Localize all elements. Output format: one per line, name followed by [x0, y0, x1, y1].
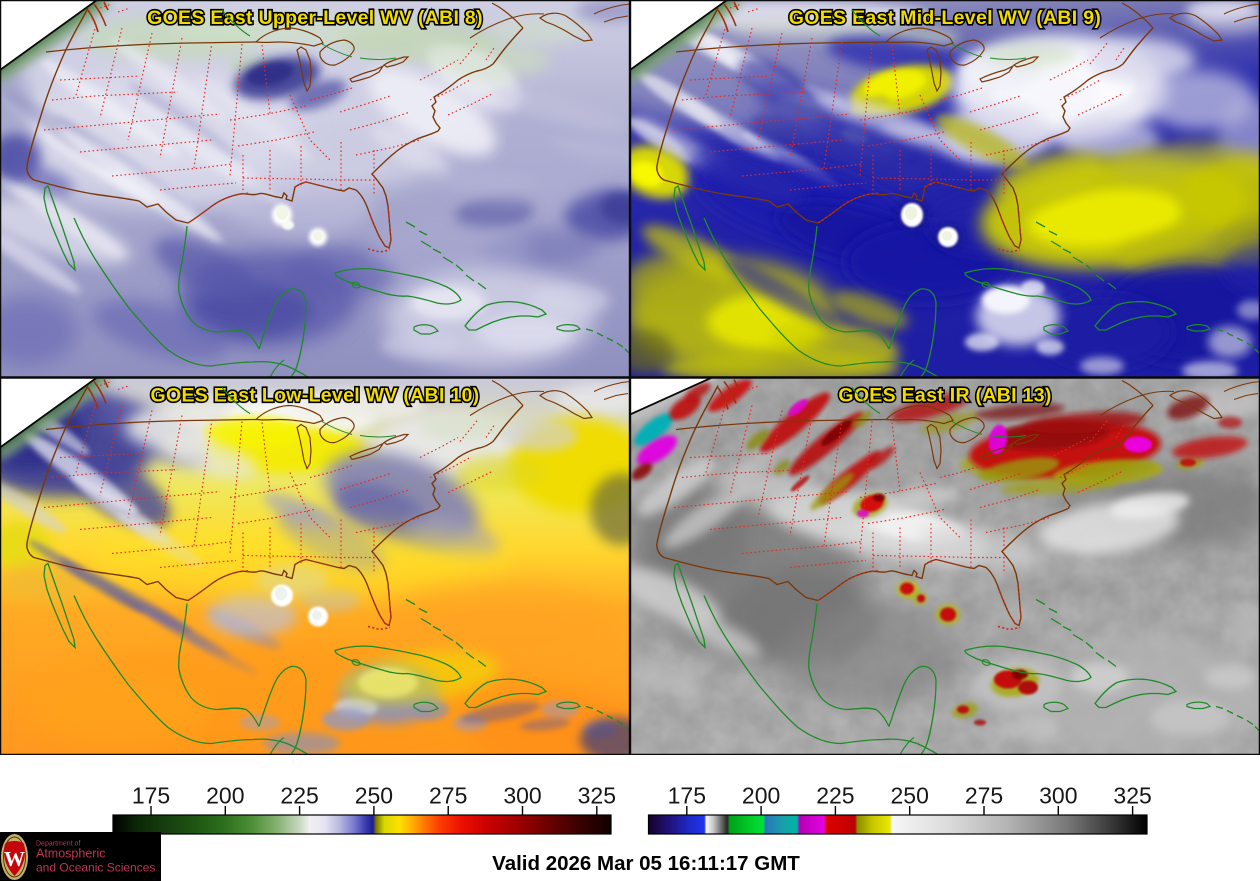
svg-text:175: 175 [132, 783, 170, 809]
svg-text:200: 200 [206, 783, 244, 809]
svg-text:225: 225 [816, 783, 854, 809]
svg-text:300: 300 [503, 783, 541, 809]
svg-text:225: 225 [280, 783, 318, 809]
svg-text:300: 300 [1039, 783, 1077, 809]
svg-text:Department of: Department of [36, 841, 80, 848]
svg-text:and Oceanic Sciences: and Oceanic Sciences [36, 861, 155, 875]
svg-text:GOES East IR (ABI 13): GOES East IR (ABI 13) [838, 385, 1051, 407]
svg-text:200: 200 [742, 783, 780, 809]
svg-text:325: 325 [578, 783, 616, 809]
svg-text:275: 275 [965, 783, 1003, 809]
svg-text:GOES East Mid-Level WV (ABI 9): GOES East Mid-Level WV (ABI 9) [789, 7, 1101, 29]
svg-text:175: 175 [668, 783, 706, 809]
svg-text:275: 275 [429, 783, 467, 809]
svg-text:250: 250 [891, 783, 929, 809]
svg-text:250: 250 [355, 783, 393, 809]
svg-text:Valid 2026 Mar 05 16:11:17 GMT: Valid 2026 Mar 05 16:11:17 GMT [492, 852, 800, 875]
svg-text:325: 325 [1113, 783, 1151, 809]
svg-text:W: W [4, 847, 25, 871]
svg-text:Atmospheric: Atmospheric [36, 847, 105, 861]
svg-text:GOES East Upper-Level WV (ABI: GOES East Upper-Level WV (ABI 8) [147, 7, 483, 29]
svg-text:GOES East Low-Level WV (ABI 10: GOES East Low-Level WV (ABI 10) [151, 385, 480, 407]
